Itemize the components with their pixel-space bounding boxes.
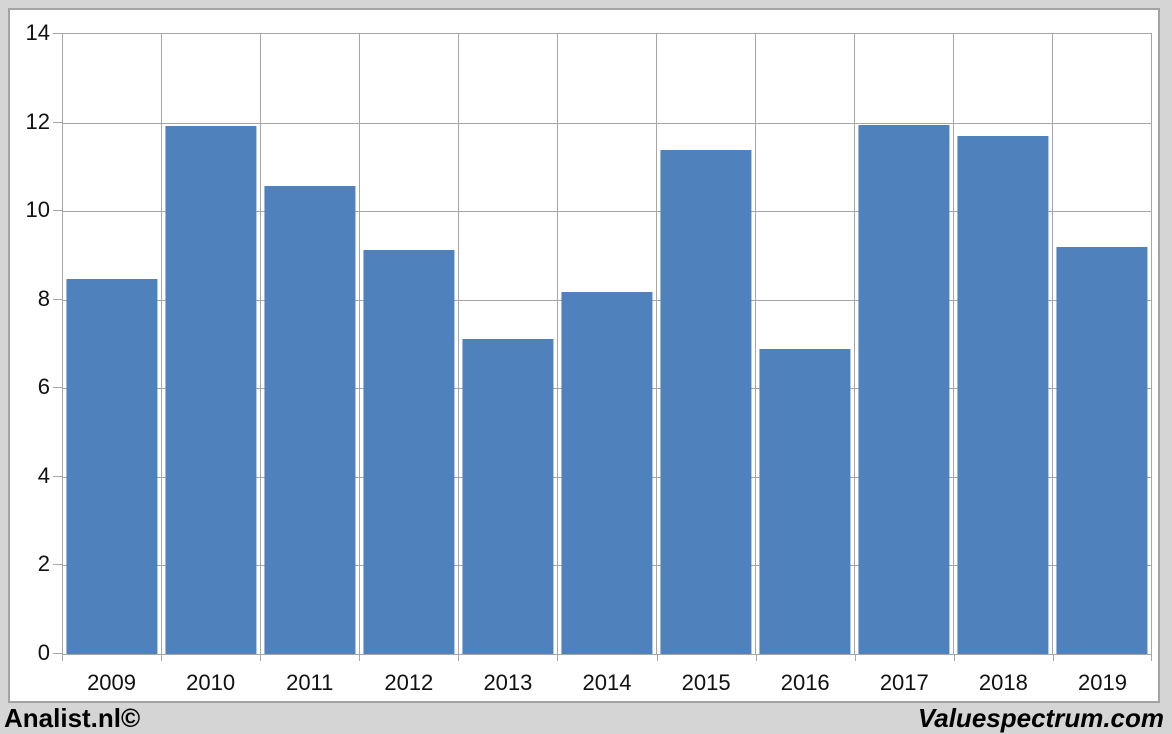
x-tick-mark-5 [557, 654, 559, 661]
category-cell-2015 [656, 34, 755, 654]
bar-2014 [561, 291, 653, 654]
x-tick-mark-2 [260, 654, 262, 661]
bar-2016 [759, 348, 851, 654]
y-tick-label-8: 8 [37, 285, 50, 311]
plot-area [62, 33, 1152, 655]
x-tick-mark-3 [359, 654, 361, 661]
y-tick-label-12: 12 [25, 108, 50, 134]
x-tick-mark-8 [854, 654, 856, 661]
category-cell-2013 [458, 34, 557, 654]
y-axis-labels: 0 2 4 6 8 10 12 14 [12, 22, 50, 664]
bar-2011 [264, 185, 356, 654]
x-tick-mark-9 [953, 654, 955, 661]
bar-2017 [858, 124, 950, 654]
y-tick-mark-12 [53, 121, 62, 123]
category-cell-2010 [161, 34, 260, 654]
category-cell-2011 [260, 34, 359, 654]
x-tick-label-2012: 2012 [384, 670, 434, 695]
x-tick-label-2014: 2014 [582, 670, 632, 695]
x-tick-mark-11 [1151, 654, 1152, 661]
x-axis-ticks [62, 654, 1152, 661]
bar-2018 [957, 135, 1049, 654]
gridline-y-10 [63, 211, 1151, 213]
y-tick-mark-2 [53, 564, 62, 566]
x-tick-label-2011: 2011 [286, 670, 334, 695]
x-tick-label-2016: 2016 [780, 670, 830, 695]
category-cell-2016 [755, 34, 854, 654]
y-tick-label-10: 10 [25, 197, 50, 223]
bar-2009 [66, 278, 158, 654]
y-tick-mark-4 [53, 475, 62, 477]
x-tick-label-2013: 2013 [483, 670, 533, 695]
x-tick-mark-6 [656, 654, 658, 661]
bar-2013 [462, 338, 554, 654]
x-tick-mark-4 [458, 654, 460, 661]
category-cell-2018 [953, 34, 1052, 654]
x-tick-mark-7 [755, 654, 757, 661]
bar-2012 [363, 249, 455, 654]
y-tick-label-14: 14 [25, 20, 50, 45]
bar-2015 [660, 149, 752, 654]
footer: Analist.nl© Valuespectrum.com [0, 703, 1172, 734]
x-tick-label-2010: 2010 [186, 670, 236, 695]
y-tick-mark-0 [53, 653, 62, 654]
y-tick-label-6: 6 [37, 374, 50, 400]
x-tick-label-2015: 2015 [681, 670, 731, 695]
y-tick-label-0: 0 [37, 640, 50, 665]
y-tick-label-4: 4 [37, 462, 50, 488]
x-tick-mark-10 [1052, 654, 1054, 661]
category-cell-2017 [854, 34, 953, 654]
category-cell-2019 [1052, 34, 1151, 654]
y-tick-mark-6 [53, 387, 62, 389]
bar-2010 [165, 125, 257, 654]
x-tick-label-2019: 2019 [1078, 670, 1127, 695]
x-tick-label-2017: 2017 [879, 670, 929, 695]
x-tick-mark-0 [62, 654, 63, 661]
y-tick-mark-8 [53, 298, 62, 300]
footer-brand-valuespectrum: Valuespectrum.com [917, 703, 1164, 733]
y-tick-label-2: 2 [37, 551, 50, 577]
bars-layer [63, 34, 1151, 654]
y-tick-mark-10 [53, 210, 62, 212]
x-tick-label-2018: 2018 [978, 670, 1028, 695]
category-cell-2014 [557, 34, 656, 654]
chart-canvas: 0 2 4 6 8 10 12 14 2009 2010 2011 2012 2013 2014 2015… [8, 8, 1160, 703]
bar-2019 [1056, 247, 1148, 654]
footer-brand-analist: Analist.nl© [4, 703, 141, 733]
x-tick-label-2009: 2009 [87, 670, 137, 695]
gridline-y-12 [63, 122, 1151, 124]
y-axis-ticks [53, 33, 62, 654]
category-cell-2012 [359, 34, 458, 654]
category-cell-2009 [63, 34, 161, 654]
y-tick-mark-14 [53, 33, 62, 34]
x-axis-labels: 2009 2010 2011 2012 2013 2014 2015 2016 2017 2018… [62, 670, 1152, 696]
x-tick-mark-1 [161, 654, 163, 661]
